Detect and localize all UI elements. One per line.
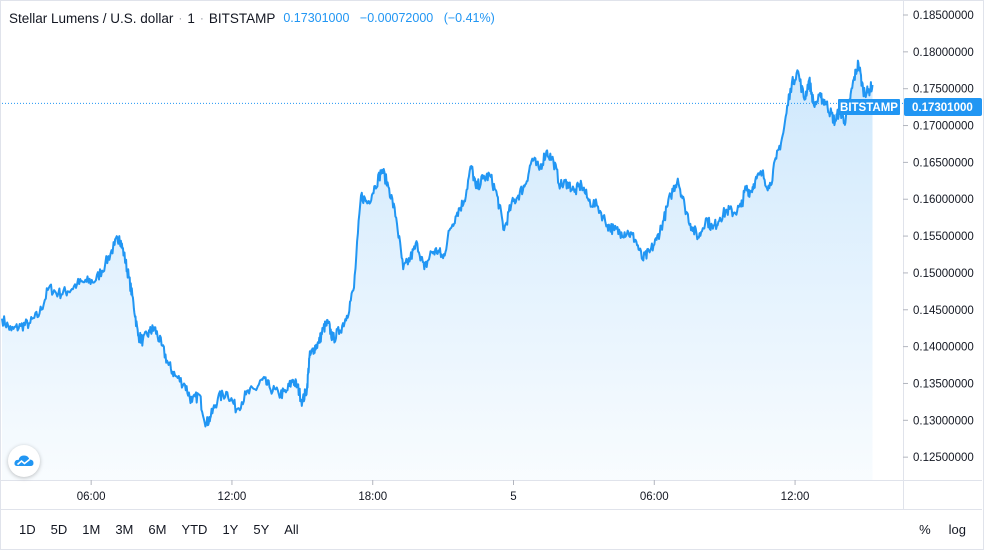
price-axis-label: 0.16500000 [913, 157, 974, 169]
price-series-line [1, 59, 874, 428]
timeframe-6m-button[interactable]: 6M [148, 521, 167, 537]
legend-separator: · [178, 11, 183, 25]
time-axis-label: 18:00 [358, 491, 387, 503]
last-price-tag: BITSTAMP 0.17301000 [838, 98, 982, 116]
price-axis-label: 0.17000000 [913, 121, 974, 133]
legend-separator: · [199, 11, 204, 25]
price-line-group [1, 59, 874, 428]
price-tag-bg [904, 98, 982, 116]
price-axis[interactable]: 0.18500000 0.18000000 0.17500000 0.17000000… [903, 10, 974, 464]
price-axis-label: 0.15000000 [913, 268, 974, 280]
change-value: −0.00072000 [359, 11, 434, 25]
timeframe-5d-button[interactable]: 5D [50, 521, 68, 537]
price-axis-label: 0.15500000 [913, 231, 974, 243]
chart-legend: Stellar Lumens / U.S. dollar · 1 · BITST… [9, 8, 502, 28]
price-axis-label: 0.17500000 [913, 84, 974, 96]
price-axis-label: 0.16000000 [913, 194, 974, 206]
last-price-value: 0.17301000 [283, 11, 350, 25]
time-axis-label: 06:00 [640, 491, 669, 503]
price-axis-label: 0.14500000 [913, 305, 974, 317]
time-axis[interactable]: 06:00 12:00 18:00 5 06:00 12:00 [77, 480, 810, 503]
tradingview-logo-button[interactable] [8, 445, 40, 477]
time-axis-label: 12:00 [781, 491, 810, 503]
price-area-fill [2, 60, 873, 480]
timeframe-all-button[interactable]: All [284, 521, 299, 537]
change-percent-value: (−0.41%) [443, 11, 495, 25]
price-axis-label: 0.18000000 [913, 47, 974, 59]
exchange-tag-label: BITSTAMP [840, 102, 898, 114]
price-axis-label: 0.14000000 [913, 342, 974, 354]
interval-label[interactable]: 1 [187, 10, 195, 26]
cloud-chart-icon [14, 455, 34, 466]
log-scale-toggle[interactable]: log [948, 521, 966, 537]
price-area [2, 60, 873, 480]
scale-options: % log [917, 519, 982, 540]
timeframe-1d-button[interactable]: 1D [19, 521, 36, 537]
exchange-tag-bg [838, 99, 900, 115]
timeframe-3m-button[interactable]: 3M [115, 521, 134, 537]
timeframe-1m-button[interactable]: 1M [82, 521, 101, 537]
timeframe-ytd-button[interactable]: YTD [181, 521, 208, 537]
time-axis-label: 06:00 [77, 491, 106, 503]
timeframe-5y-button[interactable]: 5Y [253, 521, 270, 537]
percent-scale-toggle[interactable]: % [919, 521, 931, 537]
price-axis-label: 0.13000000 [913, 415, 974, 427]
price-axis-label: 0.13500000 [913, 378, 974, 390]
time-axis-label: 5 [510, 491, 516, 503]
timeframe-1y-button[interactable]: 1Y [222, 521, 239, 537]
price-axis-label: 0.12500000 [913, 452, 974, 464]
legend-values: 0.17301000 −0.00072000 (−0.41%) [283, 11, 501, 25]
price-axis-label: 0.18500000 [913, 10, 974, 22]
exchange-label[interactable]: BITSTAMP [208, 10, 276, 26]
price-tag-label: 0.17301000 [912, 102, 973, 114]
bottom-toolbar: 1D 5D 1M 3M 6M YTD 1Y 5Y All % log [0, 510, 982, 548]
time-axis-label: 12:00 [218, 491, 247, 503]
symbol-title[interactable]: Stellar Lumens / U.S. dollar [9, 10, 174, 26]
